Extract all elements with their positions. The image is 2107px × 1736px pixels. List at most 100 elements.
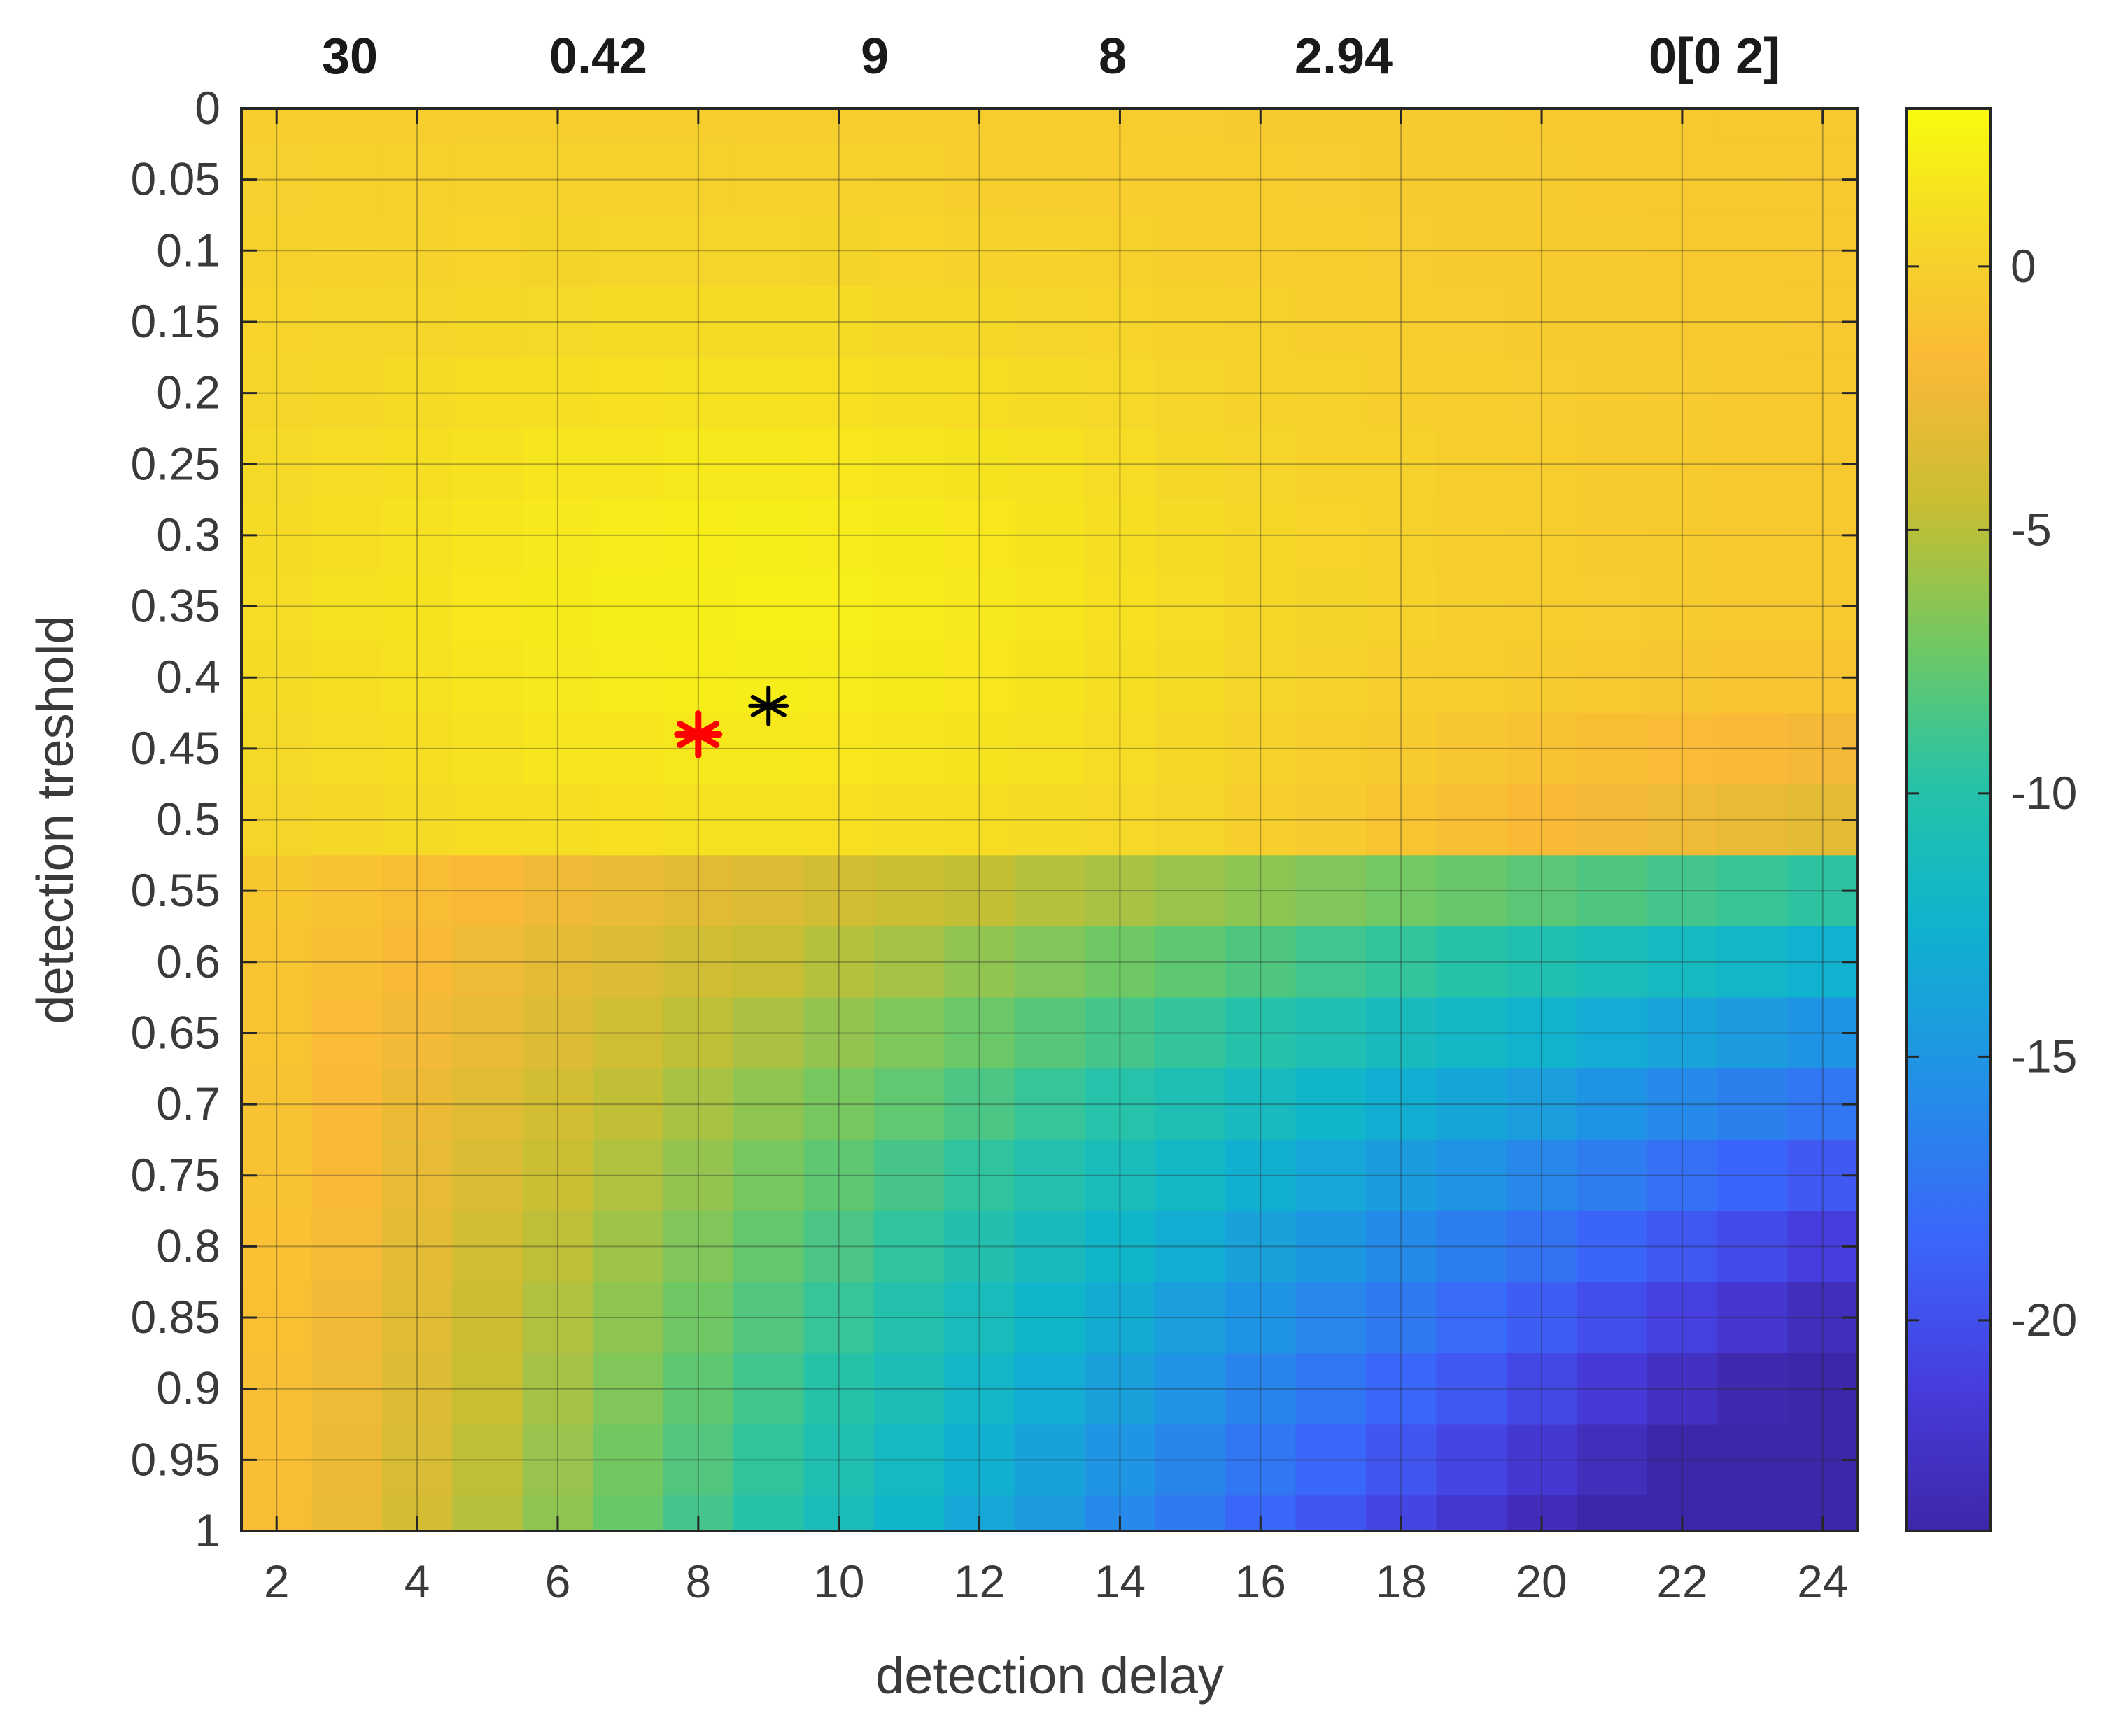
heatmap-cell [663,286,734,358]
heatmap-cell [381,143,453,216]
heatmap-cell [873,1495,945,1532]
heatmap-cell [1295,713,1367,785]
heatmap-cell [593,570,664,642]
heatmap-cell [873,642,945,714]
heatmap-cell [1225,570,1297,642]
y-tick-label: 0 [195,82,220,134]
heatmap-cell [522,500,593,572]
heatmap-cell [944,500,1015,572]
heatmap-cell [1717,1139,1789,1212]
heatmap-cell [944,1211,1015,1283]
heatmap-cell [1436,1282,1507,1354]
heatmap-cell [1225,1139,1297,1212]
heatmap-cell [1085,713,1156,785]
heatmap-cell [1506,357,1577,430]
y-tick-label: 0.4 [156,651,220,703]
heatmap-cell [311,428,383,500]
heatmap-cell [1717,570,1789,642]
heatmap-cell [1295,143,1367,216]
heatmap-cell [1436,997,1507,1069]
heatmap-cell [803,357,875,430]
y-tick-label: 0.35 [131,580,220,632]
heatmap-cell [593,143,664,216]
heatmap-cell [1225,1211,1297,1283]
heatmap-cell [663,855,734,927]
heatmap-cell [1155,926,1226,998]
y-tick-label: 0.5 [156,793,220,845]
x-tick-label: 12 [954,1555,1005,1607]
heatmap-cell [873,143,945,216]
heatmap-cell [663,997,734,1069]
heatmap-cell [1577,713,1648,785]
heatmap-cell [873,713,945,785]
heatmap-cell [1647,1139,1718,1212]
heatmap-cell [1577,926,1648,998]
heatmap-cell [1085,1424,1156,1496]
heatmap-cell [593,215,664,287]
heatmap-cell [1155,215,1226,287]
heatmap-cell [452,286,523,358]
heatmap-cell [1014,1211,1085,1283]
heatmap-cell [452,1139,523,1212]
colorbar-gradient [1907,108,1991,1531]
heatmap-cell [733,784,805,856]
heatmap-cell [1436,428,1507,500]
heatmap-cell [522,1211,593,1283]
x-tick-label: 8 [685,1555,711,1607]
heatmap-cell [1647,357,1718,430]
heatmap-cell [1225,1282,1297,1354]
heatmap-cell [1155,143,1226,216]
heatmap-cell [593,286,664,358]
heatmap-cell [1225,428,1297,500]
heatmap-cell [1647,215,1718,287]
heatmap-cell [1295,855,1367,927]
heatmap-cell [1155,286,1226,358]
heatmap-cell [1506,997,1577,1069]
heatmap-cell [593,1139,664,1212]
heatmap-cell [1225,713,1297,785]
heatmap-cell [452,143,523,216]
heatmap-cell [944,1353,1015,1425]
heatmap-cell [1365,428,1437,500]
heatmap-cell [381,1424,453,1496]
heatmap-cell [1225,855,1297,927]
heatmap-cell [1717,1211,1789,1283]
heatmap-cell [452,642,523,714]
heatmap-cell [1225,1353,1297,1425]
heatmap-cell [733,357,805,430]
heatmap-cell [522,926,593,998]
heatmap-cell [1014,500,1085,572]
heatmap-cell [452,855,523,927]
heatmap-cell [1225,357,1297,430]
heatmap-cell [1647,428,1718,500]
markers [674,685,789,759]
y-tick-label: 0.65 [131,1006,220,1058]
heatmap-cell [1085,215,1156,287]
heatmap-cell [873,500,945,572]
heatmap-cell [1014,1353,1085,1425]
heatmap-cell [663,784,734,856]
heatmap-cell [311,215,383,287]
heatmap-cell [522,428,593,500]
heatmap-cell [1506,1139,1577,1212]
heatmap-cell [803,286,875,358]
heatmap-cell [944,1424,1015,1496]
heatmap-cell [1155,1139,1226,1212]
heatmap-cell [873,1139,945,1212]
heatmap-cell [1014,215,1085,287]
heatmap-cell [1295,997,1367,1069]
heatmap-cell [593,997,664,1069]
heatmap-cell [311,1211,383,1283]
heatmap-cell [1225,784,1297,856]
heatmap-cell [1436,1139,1507,1212]
heatmap-cell [1717,855,1789,927]
heatmap-cell [1295,215,1367,287]
heatmap-cell [522,855,593,927]
heatmap-cell [1577,286,1648,358]
heatmap-cell [452,713,523,785]
heatmap-cell [381,642,453,714]
heatmap-cell [1717,357,1789,430]
heatmap-cell [1577,357,1648,430]
heatmap-cell [1225,997,1297,1069]
heatmap-cell [311,500,383,572]
